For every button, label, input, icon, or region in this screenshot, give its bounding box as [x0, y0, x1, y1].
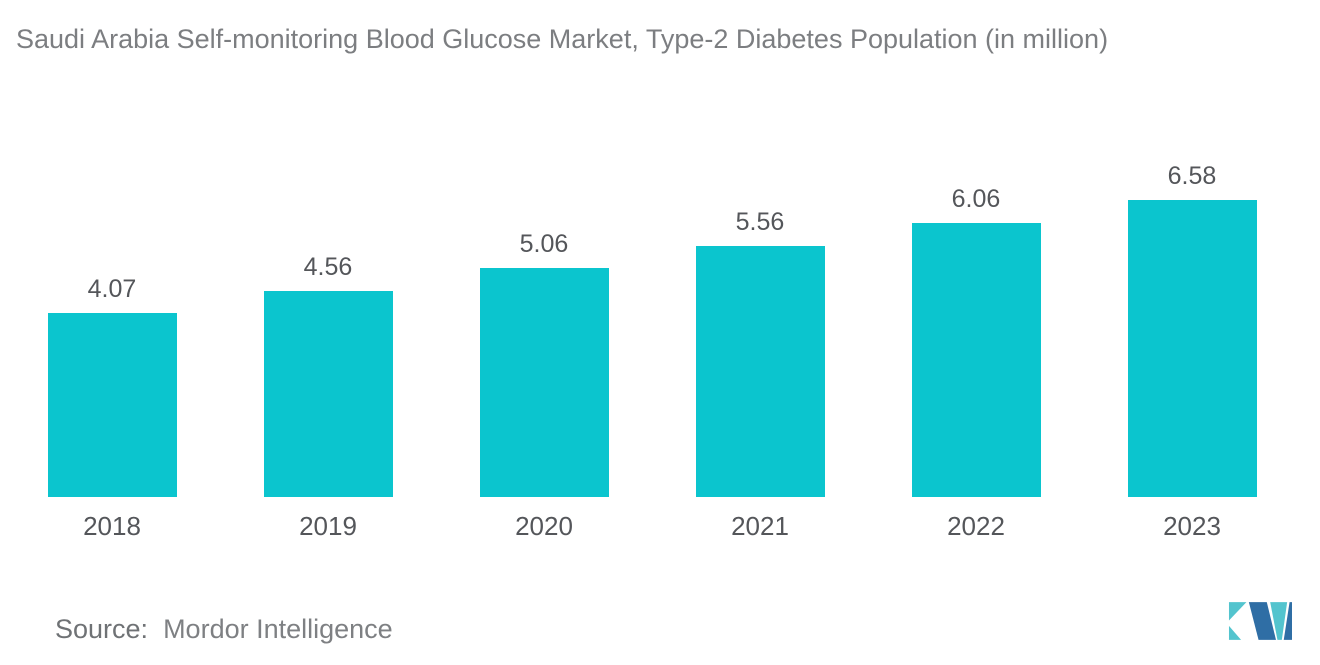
bar-value-label: 6.06 [951, 184, 1001, 213]
plot-area: 4.07 2018 4.56 2019 5.06 2020 5.56 2021 … [4, 0, 1300, 541]
x-axis-label: 2018 [83, 511, 141, 542]
bar [911, 223, 1041, 497]
bar-value-label: 5.06 [519, 229, 569, 258]
logo-teal-right-band [1270, 602, 1288, 640]
x-axis-label: 2022 [947, 511, 1005, 542]
source-label: Source: [55, 614, 156, 644]
bar-group: 6.58 2023 [1084, 0, 1300, 541]
x-axis-label: 2023 [1163, 511, 1221, 542]
bar [695, 246, 825, 497]
mordor-intelligence-logo [1228, 602, 1292, 640]
bar-value-label: 5.56 [735, 207, 785, 236]
bar-group: 5.56 2021 [652, 0, 868, 541]
bar-group: 4.07 2018 [4, 0, 220, 541]
x-axis-label: 2020 [515, 511, 573, 542]
x-axis-label: 2021 [731, 511, 789, 542]
logo-blue-diagonal-stroke [1248, 602, 1276, 640]
bar [47, 313, 177, 497]
logo-blue-right-stroke [1283, 602, 1292, 640]
bar [263, 291, 393, 497]
bar [479, 268, 609, 497]
chart-title: Saudi Arabia Self-monitoring Blood Gluco… [16, 24, 1109, 54]
bar-value-label: 6.58 [1167, 161, 1217, 190]
bar [1127, 200, 1257, 497]
bar-group: 4.56 2019 [220, 0, 436, 541]
bar-group: 5.06 2020 [436, 0, 652, 541]
logo-teal-bottom-left-triangle [1228, 625, 1242, 640]
bar-value-label: 4.07 [87, 274, 137, 303]
logo-teal-top-left-triangle [1228, 602, 1247, 621]
x-axis-label: 2019 [299, 511, 357, 542]
bar-group: 6.06 2022 [868, 0, 1084, 541]
source-row: Source: Mordor Intelligence [55, 614, 393, 645]
source-value: Mordor Intelligence [155, 614, 393, 644]
bar-value-label: 4.56 [303, 252, 353, 281]
